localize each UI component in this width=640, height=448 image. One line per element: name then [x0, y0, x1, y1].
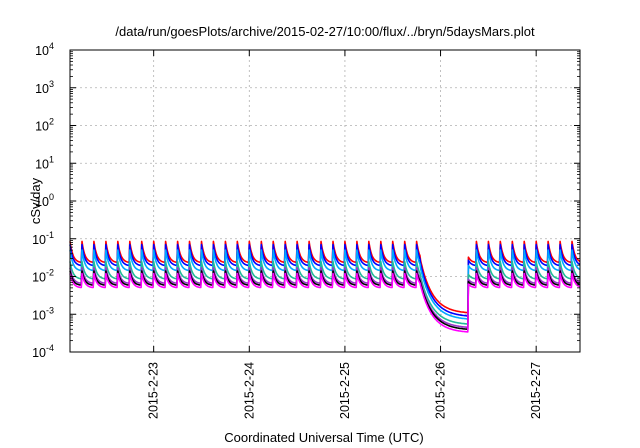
x-tick-label: 2015-2-26: [434, 362, 448, 419]
y-tick-label: 10-2: [32, 268, 54, 285]
y-tick-label: 101: [35, 154, 54, 171]
y-tick-label: 103: [35, 79, 54, 96]
y-tick-label: 10-3: [32, 305, 54, 322]
y-tick-label: 10-1: [32, 230, 54, 247]
series-line: [69, 260, 581, 325]
chart-title: /data/run/goesPlots/archive/2015-02-27/1…: [115, 24, 535, 39]
x-tick-label: 2015-2-25: [338, 362, 352, 419]
plot-frame: [69, 49, 581, 353]
y-tick-label: 100: [35, 192, 54, 209]
grid: [70, 50, 580, 352]
x-tick-label: 2015-2-23: [147, 362, 161, 419]
y-tick-label: 102: [35, 117, 54, 134]
x-tick-label: 2015-2-27: [529, 362, 543, 419]
series-line: [69, 249, 581, 320]
series-group: [69, 240, 581, 333]
x-tick-label: 2015-2-24: [242, 362, 256, 419]
y-axis-label: cSv/day: [28, 177, 43, 224]
y-tick-label: 104: [35, 41, 54, 58]
series-line: [69, 272, 581, 333]
series-line: [69, 243, 581, 317]
x-axis-label: Coordinated Universal Time (UTC): [224, 430, 423, 445]
y-tick-label: 10-4: [32, 343, 54, 360]
